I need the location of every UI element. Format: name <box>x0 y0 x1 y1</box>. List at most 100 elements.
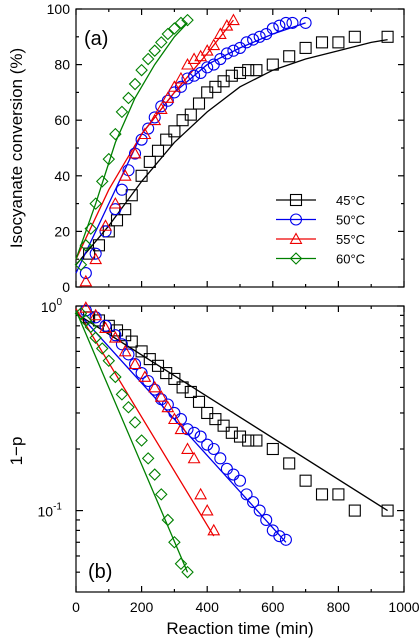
panel-b-data-point <box>266 442 279 456</box>
panel-a-data-point <box>108 196 122 209</box>
panel-a-data-point <box>128 146 142 159</box>
panel-b-data-point <box>283 457 296 470</box>
panel-a-data-point <box>181 72 194 85</box>
panel-b-data-point <box>266 524 279 537</box>
panel-a-data-point <box>381 30 394 43</box>
panel-a-fit-line <box>75 22 188 260</box>
panel-b-data-point <box>143 353 156 366</box>
panel-a-data-point <box>194 49 208 62</box>
panel-a-data-point <box>143 155 156 168</box>
panel-a-data-point <box>89 252 103 265</box>
panel-b-data-point <box>79 304 92 317</box>
panel-a-data-point <box>122 91 135 105</box>
panel-b-data-point <box>227 468 240 481</box>
panel-a-data-point <box>299 16 312 29</box>
panel-a-data-point <box>148 113 162 126</box>
panel-b-data-point <box>250 434 263 447</box>
panel-a-data-point <box>89 247 102 260</box>
panel-b-data-point <box>220 462 233 475</box>
panel-b-y-tick-exponent: 0 <box>56 297 62 308</box>
panel-b-data-point <box>332 488 345 501</box>
panel-b-data-point <box>260 513 273 526</box>
panel-b: (b) 1−p Reaction time (min) 0 200 400 600 80… <box>7 297 420 638</box>
panel-b-data-point <box>194 430 207 443</box>
panel-a-data-point <box>174 71 188 84</box>
panel-a-fit-line <box>75 22 306 274</box>
legend-marker <box>289 232 303 244</box>
panel-b-data-point <box>188 426 201 439</box>
panel-a-y-tick-label: 0 <box>62 279 70 295</box>
panel-a-y-tick-label: 20 <box>54 223 70 239</box>
legend-label: 60°C <box>336 252 365 267</box>
panel-b-data-point <box>161 400 175 413</box>
panel-a-data-point <box>242 64 255 77</box>
panel-a-data-point <box>207 38 221 51</box>
panel-a-data-point <box>250 64 263 77</box>
panel-a-data-point <box>167 80 181 92</box>
panel-b-data-point <box>122 400 135 414</box>
panel-b-data-point <box>168 372 181 385</box>
panel-b-data-point <box>99 321 112 334</box>
panel-a-data-point <box>286 16 299 29</box>
panel-b-x-tick-label: 600 <box>261 599 285 615</box>
panel-b-data-point <box>128 357 142 370</box>
panel-a-data-point <box>201 61 214 74</box>
panel-b-fit-lines <box>75 308 388 573</box>
panel-a-data-point <box>220 47 233 60</box>
panel-a-data-point <box>332 36 345 49</box>
panel-a-data-point <box>125 189 138 202</box>
panel-a-data-point <box>128 77 142 91</box>
panel-b-data-point <box>135 434 148 447</box>
legend-marker <box>289 193 303 207</box>
panel-b-data-point <box>154 390 168 402</box>
panel-a-data-point <box>135 169 148 182</box>
panel-a-data-point <box>92 239 106 252</box>
panel-a-data-point <box>168 22 181 35</box>
panel-a-data-point <box>233 66 247 79</box>
panel-b-x-tick-label: 0 <box>72 599 80 615</box>
legend: 45°C 50°C 55°C 60°C <box>268 188 392 270</box>
panel-b-data-point <box>167 412 181 425</box>
panel-b-data-point <box>247 496 260 509</box>
panel-b-data-point <box>161 513 175 527</box>
panel-a-data-point <box>154 102 168 115</box>
panel-a-data-point <box>95 175 109 188</box>
panel-a-y-tick-label: 40 <box>54 168 70 184</box>
panel-a-data-point <box>79 267 92 280</box>
panel-b-data-point <box>168 535 181 549</box>
panel-b-data-point <box>181 423 194 436</box>
panel-a-data-point <box>227 13 240 26</box>
panel-b-data-point <box>89 308 103 321</box>
panel-a-data-point <box>161 27 175 41</box>
legend-label: 50°C <box>336 213 365 228</box>
panel-b-data-point <box>151 359 165 372</box>
panel-b-ticks <box>75 305 405 592</box>
panel-b-data-point <box>201 438 214 451</box>
panel-a-data-point <box>148 111 161 124</box>
panel-b-y-tick-label: 10-1 <box>38 502 63 520</box>
panel-b-data-point <box>240 488 253 501</box>
panel-a-data-point <box>109 127 122 141</box>
panel-a-data-point <box>184 108 197 121</box>
panel-a-label: (a) <box>84 28 108 50</box>
panel-b-data-point <box>233 474 247 487</box>
panel-b-data-point <box>138 370 152 382</box>
panel-a-y-axis-title: Isocyanate conversion (%) <box>7 48 26 248</box>
panel-b-data-point <box>174 422 188 435</box>
legend-marker <box>289 213 303 226</box>
panel-b-data-point <box>108 331 122 343</box>
panel-a-data-point <box>260 27 273 41</box>
panel-b-x-tick-label: 800 <box>327 599 351 615</box>
panel-b-data-point <box>381 504 394 517</box>
panel-a: (a) Isocyanate conversion (%) 0 20 40 60 80 1… <box>7 1 405 295</box>
legend-background <box>268 188 392 270</box>
panel-b-data-point <box>181 565 194 579</box>
panel-b-data-point <box>279 533 292 546</box>
panel-a-data-point <box>192 97 206 110</box>
panel-b-data-point <box>233 430 247 443</box>
panel-b-label: (b) <box>88 561 112 583</box>
panel-b-data-point <box>115 388 129 401</box>
panel-a-data-point <box>188 69 201 82</box>
panel-b-data-point <box>176 381 189 394</box>
